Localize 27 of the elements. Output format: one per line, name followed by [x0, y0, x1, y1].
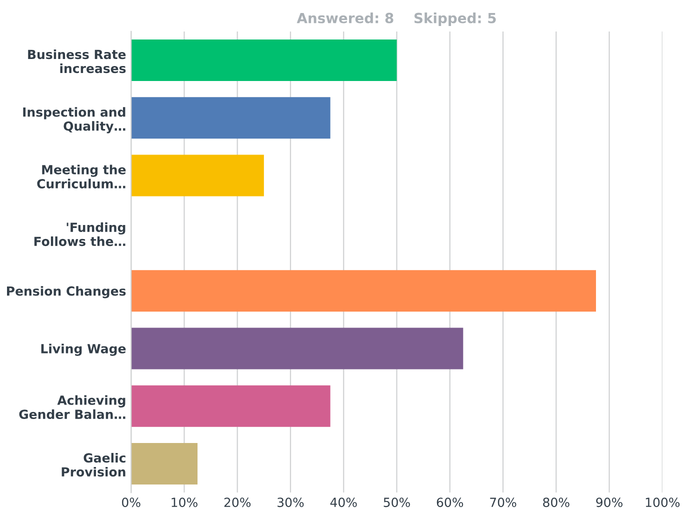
chart-title: Answered: 8 Skipped: 5 — [296, 12, 496, 26]
y-tick-label: Business Rate increases — [28, 49, 126, 74]
x-tick-label: 10% — [172, 498, 198, 508]
y-tick-label: Inspection and Quality… — [23, 107, 126, 134]
bar — [131, 154, 264, 196]
bar — [131, 328, 464, 370]
bar — [131, 97, 330, 139]
x-tick-label: 0% — [122, 498, 140, 508]
x-tick-label: 60% — [436, 498, 464, 508]
x-tick-label: 40% — [330, 498, 357, 508]
y-tick-label: Gaelic Provision — [62, 452, 126, 477]
bar — [131, 40, 397, 82]
x-tick-label: 20% — [224, 498, 251, 508]
bar — [131, 442, 198, 484]
x-tick-label: 30% — [278, 498, 304, 508]
x-tick-label: 80% — [543, 498, 570, 508]
y-tick-label: Achieving Gender Balan… — [19, 395, 126, 420]
x-tick-label: 100% — [646, 498, 680, 508]
x-tick-label: 70% — [490, 498, 516, 508]
y-tick-label: Meeting the Curriculum… — [37, 164, 126, 188]
x-tick-label: 50% — [384, 498, 410, 508]
x-tick-label: 90% — [596, 498, 622, 508]
bar — [131, 270, 596, 312]
y-tick-label: Pension Changes — [7, 286, 126, 298]
bar — [131, 385, 330, 427]
y-tick-label: 'Funding Follows the… — [34, 222, 126, 246]
y-tick-label: Living Wage — [41, 344, 126, 356]
